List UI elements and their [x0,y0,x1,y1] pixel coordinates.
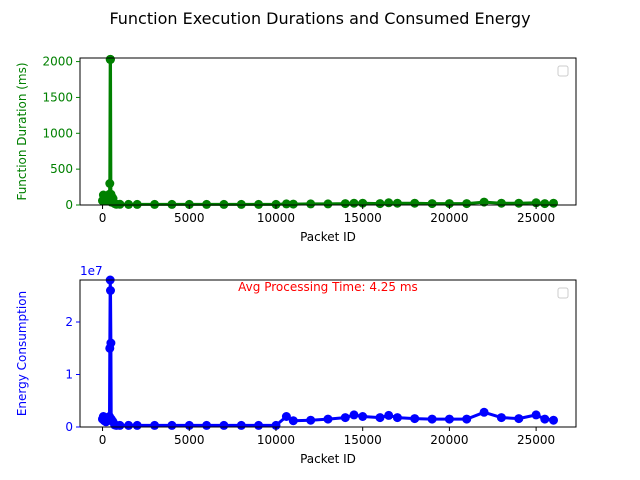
x-tick-label: 25000 [517,433,555,447]
data-point [496,198,506,208]
x-tick-label: 0 [99,211,107,225]
data-point [462,414,472,424]
data-point [462,199,472,209]
data-point [349,198,359,208]
data-point [358,412,368,421]
data-point [340,413,350,423]
data-point [271,420,281,430]
data-point [540,414,550,424]
data-point [281,412,291,421]
data-point [514,414,524,424]
data-point [479,197,489,207]
data-point [132,420,142,430]
data-point [514,198,524,208]
y-tick-label: 1500 [42,90,73,104]
data-point [202,420,212,430]
x-tick-label: 10000 [257,433,295,447]
y-tick-label: 2000 [42,55,73,69]
data-point [410,198,420,208]
x-tick-label: 20000 [430,433,468,447]
axes-frame [79,279,577,428]
data-point [105,179,115,188]
data-point [375,413,385,423]
data-point [323,199,333,209]
data-point [132,199,142,209]
data-point [288,199,298,209]
data-point [236,199,246,209]
data-point [549,198,558,208]
x-axis-label: Packet ID [300,230,356,244]
data-point [323,414,333,424]
data-point [184,420,194,430]
data-point [427,414,437,424]
axes-frame [79,57,577,206]
y-axis-label: Energy Consumption [15,291,29,416]
data-point [219,199,229,209]
annotation: Avg Processing Time: 4.25 ms [238,280,418,294]
y-tick-label: 1000 [42,126,73,140]
y-axis-label: Function Duration (ms) [15,62,29,200]
data-point [444,414,454,424]
data-point [150,420,160,430]
data-point [444,199,454,209]
data-point [106,338,116,348]
data-point [115,199,125,209]
data-point [124,199,134,209]
data-point [340,199,350,209]
data-point [281,199,291,209]
data-point [349,410,359,420]
data-point [106,286,115,295]
x-tick-label: 15000 [344,211,382,225]
data-point [219,420,229,430]
data-point [124,420,134,430]
data-point [392,413,402,423]
x-tick-label: 15000 [344,433,382,447]
x-tick-label: 20000 [430,211,468,225]
data-point [531,410,541,420]
data-point [427,199,437,209]
data-point [540,199,550,209]
data-point [115,420,125,430]
y-tick-label: 0 [65,198,73,212]
data-point [106,54,115,64]
y-tick-label: 500 [50,162,73,176]
data-point [150,199,160,209]
legend-box [557,287,569,299]
data-point [306,415,316,425]
data-point [254,420,264,430]
x-tick-label: 25000 [517,211,555,225]
y-scale-label: 1e7 [80,264,103,278]
y-tick-label: 0 [65,420,73,434]
data-point [392,198,402,208]
energy-chart: 0 5000 10000 15000 20000 25000 0 1 2 Packet ID Ene… [15,264,577,466]
data-point [479,407,489,417]
data-point [549,415,558,425]
data-point [384,198,394,208]
data-point [375,199,385,209]
data-point [496,413,506,423]
data-point [184,199,194,209]
data-point [236,420,246,430]
y-tick-label: 2 [65,315,73,329]
x-axis-label: Packet ID [300,452,356,466]
x-tick-label: 5000 [174,433,205,447]
legend-box [557,65,569,77]
data-point [254,199,264,209]
figure-suptitle: Function Execution Durations and Consume… [109,9,530,28]
data-point [384,410,394,420]
y-tick-label: 1 [65,368,73,382]
data-point [167,420,177,430]
data-point [167,199,177,209]
data-point [410,414,420,424]
data-point [288,416,298,426]
data-point [271,199,281,209]
x-tick-label: 5000 [174,211,205,225]
duration-chart: 0 5000 10000 15000 20000 25000 0 500 1000 1500 200… [15,54,577,244]
x-tick-label: 0 [99,433,107,447]
x-tick-label: 10000 [257,211,295,225]
data-point [202,199,212,209]
data-point [306,199,316,209]
